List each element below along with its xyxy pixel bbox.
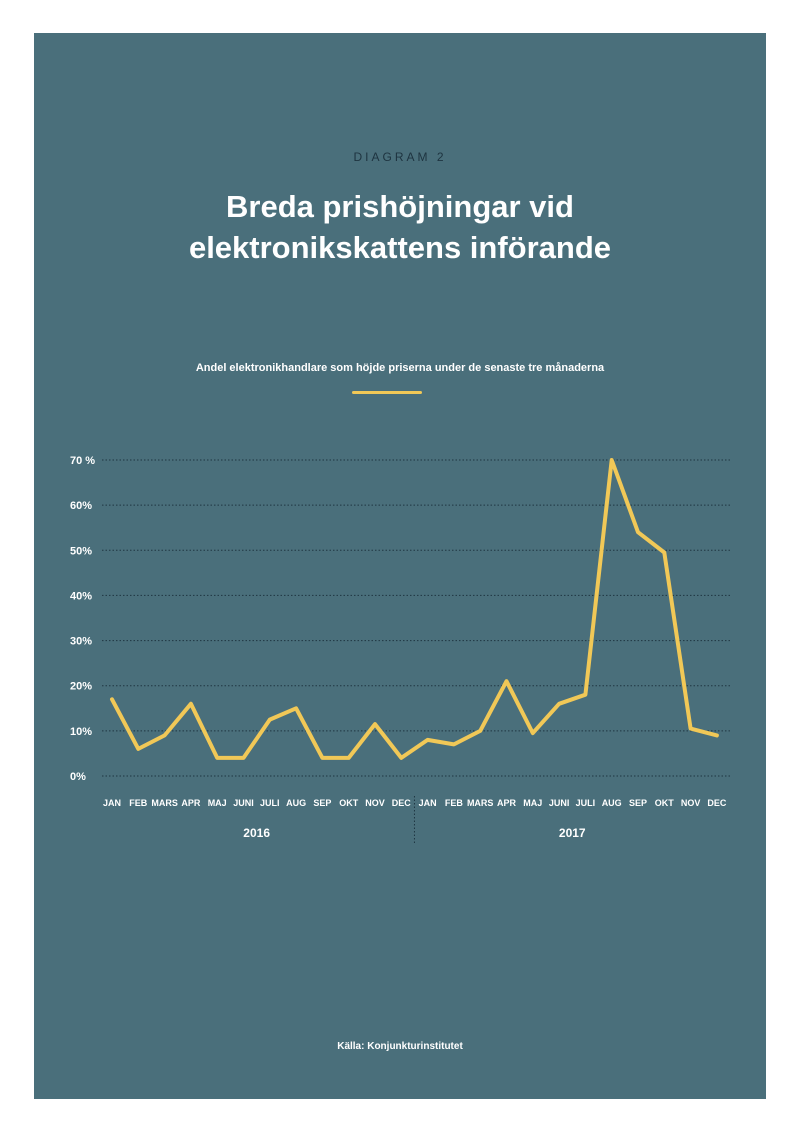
- y-tick-label: 40%: [70, 590, 92, 602]
- x-tick-label: AUG: [286, 798, 306, 808]
- x-tick-label: JULI: [576, 798, 596, 808]
- y-tick-label: 10%: [70, 726, 92, 738]
- y-tick-label: 20%: [70, 681, 92, 693]
- x-tick-label: MARS: [151, 798, 178, 808]
- y-tick-label: 70 %: [70, 455, 95, 467]
- legend-swatch: [352, 391, 422, 394]
- x-tick-label: JUNI: [549, 798, 570, 808]
- series-line: [110, 458, 719, 760]
- chart-panel: [34, 33, 766, 1099]
- x-tick-label: APR: [181, 798, 201, 808]
- y-tick-label: 30%: [70, 636, 92, 648]
- x-tick-label: NOV: [365, 798, 385, 808]
- chart-title: Breda prishöjningar vid elektronikskatte…: [0, 186, 800, 268]
- y-tick-label: 0%: [70, 771, 86, 783]
- x-tick-label: JULI: [260, 798, 280, 808]
- x-tick-label: OKT: [655, 798, 675, 808]
- x-tick-label: MARS: [467, 798, 494, 808]
- x-tick-label: JAN: [103, 798, 121, 808]
- x-tick-label: SEP: [629, 798, 647, 808]
- chart-title-line1: Breda prishöjningar vid: [226, 189, 574, 224]
- x-tick-label: SEP: [313, 798, 331, 808]
- x-tick-label: JUNI: [233, 798, 254, 808]
- year-label: 2017: [559, 826, 586, 840]
- x-tick-label: MAJ: [208, 798, 227, 808]
- chart-title-line2: elektronikskattens införande: [188, 230, 612, 265]
- x-tick-label: APR: [497, 798, 517, 808]
- chart-subtitle: Andel elektronikhandlare som höjde prise…: [195, 362, 605, 374]
- x-tick-label: AUG: [602, 798, 622, 808]
- diagram-kicker: DIAGRAM 2: [353, 150, 447, 164]
- x-tick-label: DEC: [707, 798, 727, 808]
- y-tick-label: 50%: [70, 545, 92, 557]
- x-tick-label: NOV: [681, 798, 701, 808]
- source-note: Källa: Konjunkturinstitutet: [337, 1041, 463, 1052]
- x-tick-label: FEB: [445, 798, 464, 808]
- year-label: 2016: [243, 826, 270, 840]
- x-tick-label: MAJ: [523, 798, 542, 808]
- x-tick-label: JAN: [419, 798, 437, 808]
- x-tick-label: FEB: [129, 798, 148, 808]
- x-tick-label: OKT: [339, 798, 359, 808]
- y-tick-label: 60%: [70, 500, 92, 512]
- x-tick-label: DEC: [392, 798, 412, 808]
